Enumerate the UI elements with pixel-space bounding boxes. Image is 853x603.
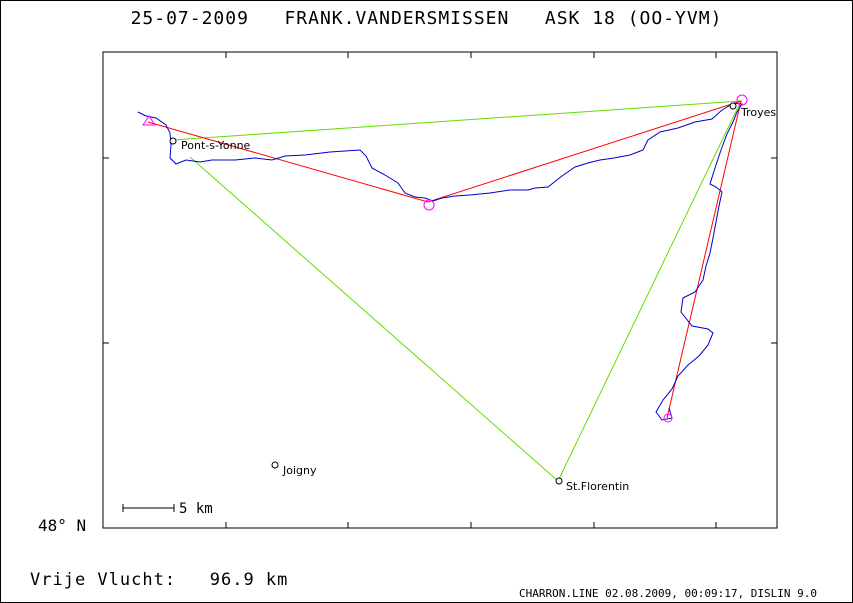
task-green-legs [172,100,742,482]
plot-border [102,51,778,529]
render-info: CHARRON.LINE 02.08.2009, 00:09:17, DISLI… [518,587,817,600]
town-marker-st-florentin [555,477,563,485]
turnpoint-markers [142,94,748,423]
scale-bar-label: 5 km [179,501,213,517]
town-label-st-florentin: St.Florentin [566,480,629,493]
town-marker-joigny [271,461,279,469]
town-label-pont-s-yonne: Pont-s-Yonne [181,139,251,152]
town-marker-troyes [729,102,737,110]
latitude-label: 48° N [38,516,87,535]
flight-track [137,102,743,421]
axis-ticks [103,52,777,528]
town-label-joigny: Joigny [282,464,317,477]
task-red-route [147,100,742,419]
distance-summary: Vrije Vlucht: 96.9 km [30,570,289,590]
town-marker-pont-s-yonne [169,137,177,145]
page-title: 25-07-2009 FRANK.VANDERSMISSEN ASK 18 (O… [130,8,723,29]
town-label-troyes: Troyes [740,106,776,119]
scale-bar [122,504,175,512]
